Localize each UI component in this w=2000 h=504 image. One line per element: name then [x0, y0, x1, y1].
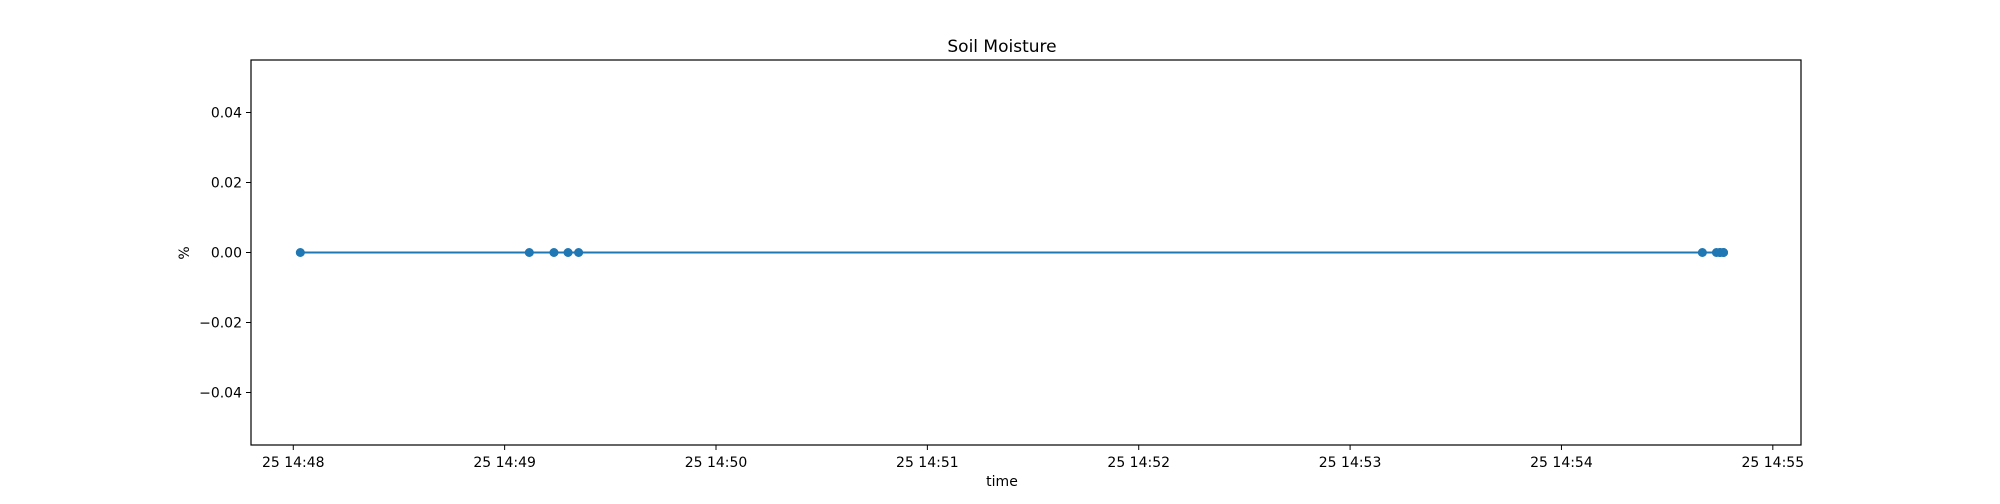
x-axis: 25 14:48 25 14:49 25 14:50 25 14:51 25 14:52…: [262, 445, 1804, 471]
chart-title: Soil Moisture: [947, 37, 1056, 57]
y-tick-label: −0.02: [199, 316, 242, 332]
x-tick-label: 25 14:48: [262, 455, 325, 471]
x-tick-label: 25 14:54: [1530, 455, 1593, 471]
y-tick-label: −0.04: [199, 386, 242, 402]
x-tick-label: 25 14:49: [473, 455, 536, 471]
data-point: [574, 248, 584, 257]
x-tick-label: 25 14:53: [1319, 455, 1382, 471]
data-point: [563, 248, 573, 257]
x-tick-label: 25 14:52: [1107, 455, 1170, 471]
data-point: [1719, 248, 1728, 257]
y-tick-label: 0.04: [211, 106, 242, 122]
y-tick-label: 0.02: [211, 176, 242, 192]
x-tick-label: 25 14:51: [896, 455, 959, 471]
x-tick-label: 25 14:55: [1742, 455, 1805, 471]
y-tick-label: 0.00: [211, 246, 242, 262]
data-point: [549, 248, 559, 257]
y-axis-label: %: [177, 246, 193, 259]
plot-area: [250, 59, 1802, 446]
y-axis: −0.04 −0.02 0.00 0.02 0.04: [199, 106, 251, 402]
x-tick-label: 25 14:50: [685, 455, 748, 471]
data-point: [524, 248, 534, 257]
data-point: [295, 248, 305, 257]
data-point: [1697, 248, 1707, 257]
x-axis-label: time: [986, 474, 1018, 490]
